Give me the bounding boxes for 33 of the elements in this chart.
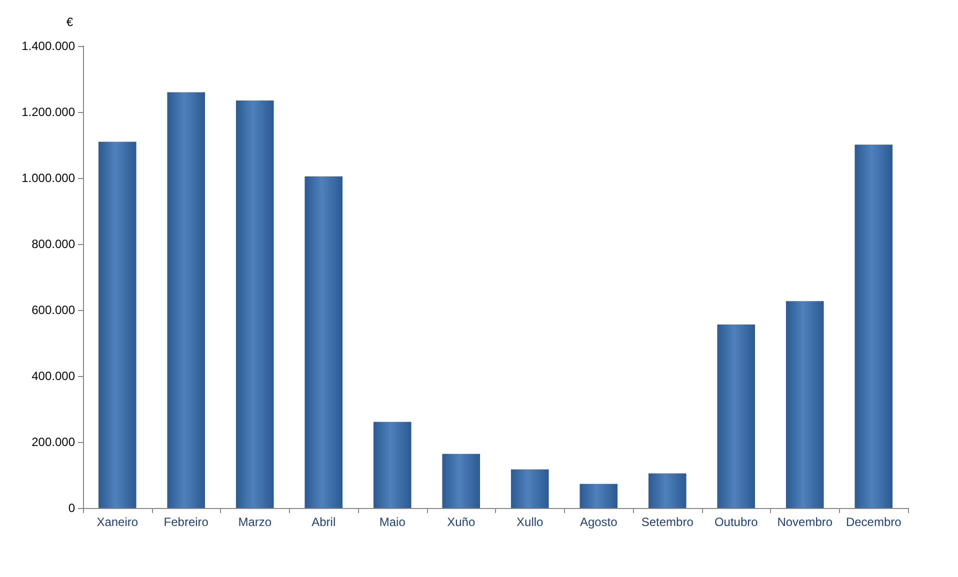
x-tick-label: Novembro: [777, 515, 833, 529]
bar: [648, 473, 686, 508]
x-tick-label: Outubro: [714, 515, 758, 529]
bar: [236, 100, 274, 508]
bar: [580, 484, 618, 508]
y-tick-label: 400.000: [32, 369, 76, 383]
bar: [442, 454, 480, 508]
x-tick-label: Decembro: [846, 515, 902, 529]
bar: [717, 324, 756, 508]
x-tick-label: Maio: [379, 515, 406, 529]
x-tick-label: Febreiro: [164, 515, 209, 529]
y-tick-label: 1.400.000: [22, 39, 76, 53]
bar: [854, 144, 893, 508]
y-tick-label: 800.000: [32, 237, 76, 251]
y-tick-label: 1.200.000: [22, 105, 76, 119]
bar: [304, 176, 343, 508]
y-axis-title: €: [66, 15, 74, 29]
x-tick-label: Marzo: [238, 515, 272, 529]
x-tick-label: Xullo: [516, 515, 544, 529]
bar: [373, 422, 412, 508]
x-tick-label: Xuño: [447, 515, 476, 529]
bar: [167, 92, 206, 508]
y-tick-label: 200.000: [32, 435, 76, 449]
y-tick-label: 0: [68, 501, 76, 515]
x-tick-label: Agosto: [580, 515, 618, 529]
x-tick-label: Abril: [312, 515, 336, 529]
bar: [98, 142, 136, 508]
x-tick-label: Setembro: [641, 515, 694, 529]
bar: [786, 301, 824, 508]
y-tick-label: 600.000: [32, 303, 76, 317]
bar: [510, 469, 549, 508]
y-tick-label: 1.000.000: [22, 171, 76, 185]
x-tick-label: Xaneiro: [96, 515, 138, 529]
